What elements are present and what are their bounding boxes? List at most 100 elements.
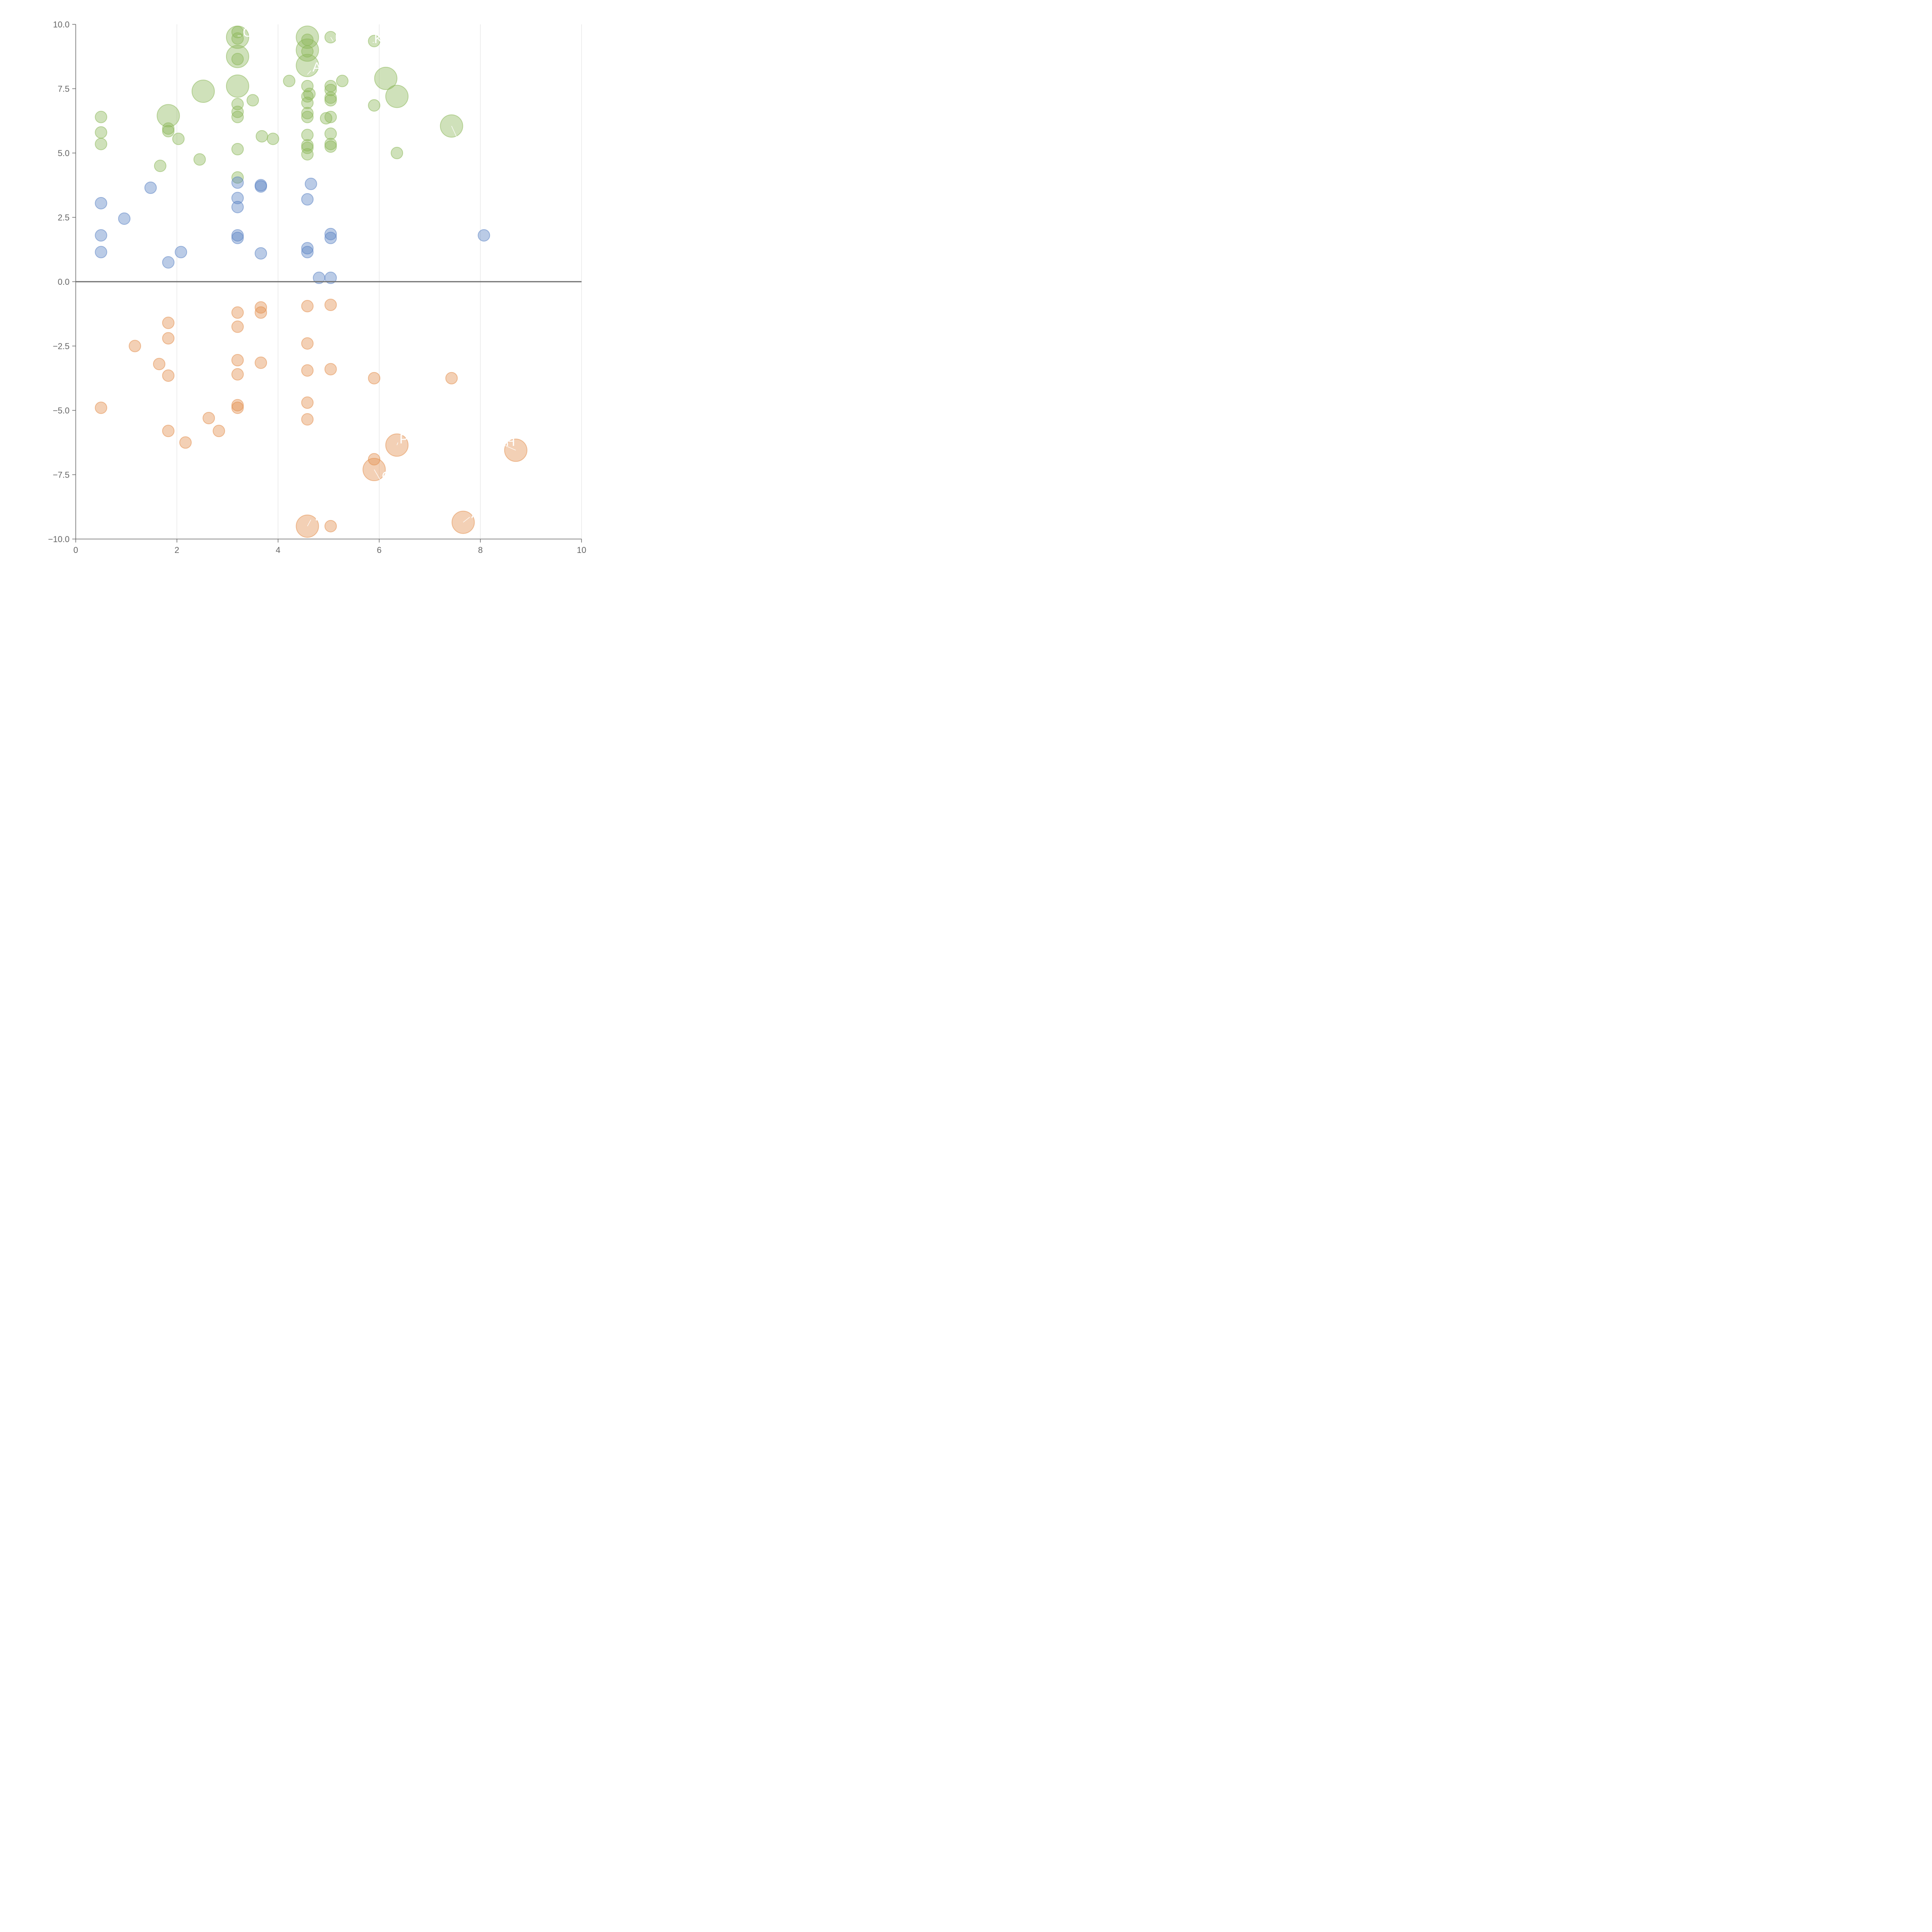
green-bubble-21: [301, 111, 314, 123]
x-tick-label-1: 2: [175, 545, 179, 555]
blue-bubble-5: [162, 256, 175, 269]
green-bubble-35: [324, 140, 337, 153]
blue-bubble-8: [231, 192, 244, 204]
green-bubble-51: [172, 133, 185, 145]
green-bubble-29: [324, 91, 337, 104]
green-bubble-39: [368, 99, 381, 112]
blue-bubble-15: [301, 193, 314, 206]
y-tick-label-0: 10.0: [53, 20, 70, 29]
green-bubble-53: [95, 126, 107, 139]
bubble-label-6: H: [506, 434, 515, 449]
green-bubble-22: [301, 129, 314, 141]
green-bubble-5: [226, 74, 249, 98]
green-bubble-38: [385, 85, 409, 108]
x-tick-label-0: 0: [73, 545, 78, 555]
green-bubble-34: [324, 138, 337, 150]
label-leader-1: [307, 70, 311, 75]
orange-bubble-15: [231, 401, 244, 414]
green-bubble-30: [324, 94, 337, 107]
y-tick-label-8: −10.0: [48, 534, 70, 544]
x-tick-label-5: 10: [577, 545, 586, 555]
bubble-label-0: OI: [243, 25, 257, 40]
label-leader-7: [374, 469, 381, 480]
blue-bubble-4: [144, 181, 157, 194]
blue-bubble-0: [95, 197, 107, 209]
green-bubble-43: [336, 75, 349, 87]
x-tick-label-4: 8: [478, 545, 483, 555]
blue-bubble-16: [304, 177, 317, 190]
bubble-label-3: K: [374, 32, 383, 46]
orange-bubble-9: [213, 425, 225, 437]
label-leader-2: [330, 37, 333, 41]
y-tick-label-4: 0.0: [58, 277, 70, 287]
orange-bubble-13: [231, 368, 244, 381]
green-bubble-2: [226, 26, 249, 49]
blue-bubble-22: [324, 272, 337, 284]
x-tick-label-2: 4: [276, 545, 280, 555]
orange-bubble-7: [179, 436, 192, 449]
y-tick-label-7: −7.5: [53, 470, 70, 480]
orange-bubble-10: [231, 306, 244, 319]
green-bubble-40: [391, 147, 403, 159]
blue-bubble-23: [478, 229, 490, 242]
bubble-label-2: N: [335, 30, 344, 45]
y-tick-label-6: −5.0: [53, 406, 70, 415]
orange-bubble-2: [153, 358, 165, 371]
orange-bubble-22: [301, 396, 314, 409]
orange-bubble-8: [202, 412, 215, 424]
bubble-label-1: A: [313, 60, 321, 75]
axes: 0 2 4 6 8 10 10.0 7.5 5.0 2.5 0.0 −2.5 −5.0 −7.5 −10.0: [48, 20, 586, 555]
orange-bubble-4: [162, 332, 175, 345]
blue-bubble-9: [231, 201, 244, 213]
green-bubble-25: [301, 148, 314, 161]
y-tick-label-3: 2.5: [58, 213, 70, 223]
green-bubble-54: [95, 138, 107, 150]
orange-bubble-25: [324, 298, 337, 311]
orange-bubble-6: [162, 425, 175, 437]
green-bubble-49: [162, 122, 175, 135]
bubble-chart: 0 2 4 6 8 10 10.0 7.5 5.0 2.5 0.0 −2.5 −5.0 −7.5 −10.0…: [48, 20, 586, 555]
green-bubble-47: [191, 80, 215, 103]
orange-bubble-3: [162, 316, 175, 329]
blue-bubble-7: [231, 176, 244, 189]
green-bubble-1: [231, 32, 244, 45]
orange-bubble-1: [129, 340, 141, 352]
y-tick-label-5: −2.5: [53, 342, 70, 351]
orange-bubble-20: [301, 337, 314, 350]
bubble-label-9: T: [313, 509, 321, 524]
green-bubble-14: [301, 45, 314, 58]
green-bubble-8: [231, 111, 244, 123]
orange-bubble-18: [255, 356, 267, 369]
blue-bubble-18: [301, 246, 314, 259]
green-bubble-56: [193, 153, 206, 166]
green-bubble-3: [231, 53, 244, 65]
green-bubble-33: [324, 128, 337, 140]
orange-bubble-23: [301, 413, 314, 426]
orange-bubble-16: [255, 301, 267, 314]
bubble-label-4: F: [460, 131, 468, 145]
blue-bubble-17: [301, 242, 314, 255]
orange-bubble-5: [162, 369, 175, 382]
label-leader-8: [463, 517, 470, 523]
green-bubble-16: [301, 80, 314, 92]
bubble-marks: [95, 26, 527, 538]
x-tick-label-3: 6: [377, 545, 381, 555]
orange-bubble-19: [301, 300, 314, 313]
green-bubble-23: [301, 139, 314, 152]
blue-bubble-13: [255, 180, 267, 193]
green-bubble-10: [231, 171, 244, 184]
y-tick-label-2: 5.0: [58, 148, 70, 158]
orange-bubble-17: [255, 306, 267, 319]
label-leader-6: [504, 445, 516, 451]
green-bubble-44: [267, 133, 279, 145]
label-leader-5: [396, 442, 398, 446]
green-bubble-24: [301, 141, 314, 154]
green-bubble-55: [154, 160, 167, 172]
orange-bubble-0: [95, 401, 107, 414]
orange-bubble-11: [231, 320, 244, 333]
blue-bubble-11: [231, 231, 244, 244]
green-bubble-46: [247, 94, 259, 107]
green-bubble-32: [320, 112, 332, 125]
green-bubble-50: [162, 125, 175, 138]
